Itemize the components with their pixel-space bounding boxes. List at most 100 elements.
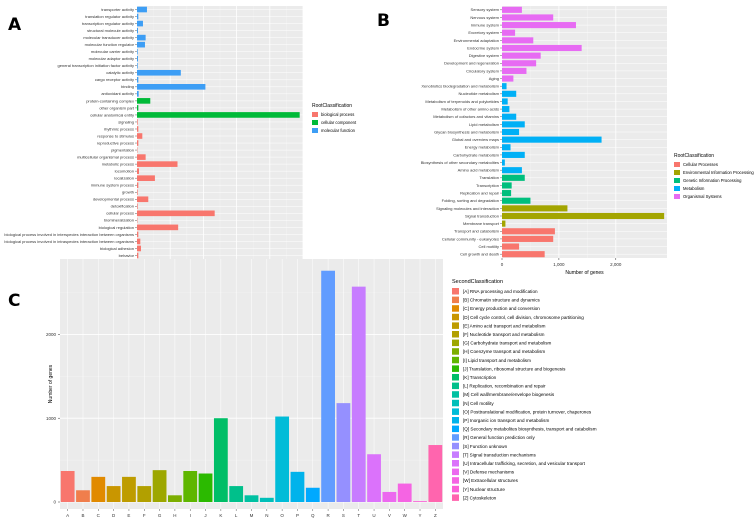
chart-b-category-label: Biosynthesis of other secondary metaboli… <box>421 160 499 165</box>
chart-a-category-label: cellular anatomical entity <box>90 112 134 117</box>
chart-c-legend-label: [G] Carbohydrate transport and metabolis… <box>463 341 552 346</box>
chart-a-category-label: pigmentation <box>111 147 134 152</box>
chart-a-category-label: metabolic process <box>102 162 134 167</box>
chart-b-bar <box>502 113 517 120</box>
chart-b-bar <box>502 60 537 67</box>
panel-label-c: C <box>8 291 20 311</box>
chart-b-bar <box>502 167 522 174</box>
chart-a-category-label: binding <box>121 84 134 89</box>
chart-a-category-label: catalytic activity <box>106 70 134 75</box>
chart-a-category-label: rhythmic process <box>104 126 134 131</box>
chart-a-bar <box>137 189 138 196</box>
chart-a-legend-label: cellular component <box>321 120 357 125</box>
chart-c-bar <box>428 445 443 502</box>
chart-c-x-tick-label: Z <box>434 513 437 518</box>
chart-a-category-label: general transcription initiation factor … <box>58 63 134 68</box>
chart-c-legend-swatch <box>452 477 459 484</box>
chart-c-legend-swatch <box>452 331 459 338</box>
chart-b-bar <box>502 251 545 258</box>
chart-c-legend-label: [W] Extracellular structures <box>463 478 519 483</box>
chart-c-legend-label: [C] Energy production and conversion <box>463 306 540 311</box>
chart-b-category-label: Aging <box>489 76 499 81</box>
chart-b-category-label: Development and regeneration <box>444 61 499 66</box>
chart-b-bar <box>502 243 520 250</box>
chart-a-category-label: molecular adaptor activity <box>89 56 134 61</box>
chart-b-legend-label: Environmental Information Processing <box>683 170 754 175</box>
chart-a-category-label: immune system process <box>91 183 134 188</box>
chart-a-category-label: molecular transducer activity <box>83 35 134 40</box>
chart-c-x-tick-label: N <box>265 513 268 518</box>
chart-c-legend-swatch <box>452 288 459 295</box>
chart-a-bar <box>137 41 145 48</box>
chart-c-bar <box>76 490 90 502</box>
chart-a-bar <box>137 175 155 181</box>
chart-a-bar <box>137 91 139 97</box>
chart-b-legend-label: Cellular Processes <box>683 162 718 167</box>
chart-b-category-label: Circulatory system <box>466 68 500 73</box>
chart-c-legend-swatch <box>452 408 459 415</box>
chart-a-bar <box>137 224 179 231</box>
chart-b-category-label: Membrane transport <box>463 221 500 226</box>
chart-b-kegg-classification: 0 1,000 2,000 Sensory system Nervous system I… <box>421 6 754 276</box>
chart-a-category-label: biological regulation <box>99 225 134 230</box>
chart-b-category-label: Translation <box>479 175 499 180</box>
chart-c-legend-label: [J] Translation, ribosomal structure and… <box>463 366 566 371</box>
chart-b-bar <box>502 83 507 90</box>
chart-b-legend-swatch <box>674 194 680 199</box>
chart-c-legend-label: [S] Function unknown <box>463 444 508 449</box>
chart-b-legend-swatch <box>674 162 680 167</box>
chart-b-bar <box>502 212 665 220</box>
chart-c-legend-swatch <box>452 313 459 321</box>
chart-a-category-label: localization <box>114 176 134 181</box>
chart-b-category-label: Signaling molecules and interaction <box>436 206 499 211</box>
chart-b-category-label: Glycan biosynthesis and metabolism <box>434 129 500 134</box>
chart-b-legend-label: Metabolism <box>683 186 705 191</box>
chart-c-legend-label: [Q] Secondary metabolites biosynthesis, … <box>463 427 597 432</box>
chart-c-legend-label: [O] Posttranslational modification, prot… <box>463 409 592 414</box>
chart-b-bar <box>502 136 602 143</box>
chart-b-bar <box>502 144 511 151</box>
chart-b-category-label: Transcription <box>476 183 499 188</box>
chart-a-legend-swatch <box>312 128 318 133</box>
chart-c-legend-swatch <box>452 399 459 407</box>
chart-c-bar <box>351 286 366 502</box>
chart-c-bar <box>305 487 320 502</box>
chart-c-kog-classification: 0 1000 2000 A B C D E F G H I J K L M N O P Q R S T U V W Y Z Number… <box>46 259 597 518</box>
chart-c-legend-swatch <box>452 374 459 381</box>
chart-c-x-tick-label: U <box>372 513 375 518</box>
chart-c-legend-label: [A] RNA processing and modification <box>463 289 538 294</box>
chart-c-legend-swatch <box>452 485 459 493</box>
chart-a-bar <box>137 13 139 20</box>
chart-b-category-label: Environmental adaptation <box>454 38 499 43</box>
chart-b-bar <box>502 29 516 36</box>
chart-a-bar <box>137 55 138 62</box>
chart-c-legend-swatch <box>452 296 459 304</box>
chart-b-bar <box>502 174 525 181</box>
chart-a-bar <box>137 6 147 13</box>
chart-b-category-label: Lipid metabolism <box>469 122 500 127</box>
chart-c-x-tick-label: R <box>326 513 330 518</box>
chart-c-x-tick-label: G <box>158 513 162 518</box>
chart-c-x-tick-label: E <box>127 513 130 518</box>
chart-c-bar <box>382 491 397 502</box>
chart-b-category-label: Xenobiotics biodegradation and metabolis… <box>421 84 499 89</box>
chart-a-bar <box>137 119 138 125</box>
chart-c-legend-label: [K] Transcription <box>463 375 497 380</box>
chart-a-bar <box>137 238 141 245</box>
chart-a-bar <box>137 182 139 189</box>
chart-c-legend-swatch <box>452 460 459 467</box>
chart-c-legend-swatch <box>452 451 459 458</box>
chart-a-category-label: other organism part <box>99 105 135 110</box>
chart-c-legend-swatch <box>452 356 459 364</box>
chart-b-legend-swatch <box>674 170 680 175</box>
chart-a-go-classification: 05,00010,00015,00020,00025,000transporte… <box>4 6 357 277</box>
chart-c-legend-swatch <box>452 442 459 450</box>
chart-a-category-label: cellular process <box>106 211 134 216</box>
chart-c-legend-label: [Y] Nuclear structure <box>463 487 505 492</box>
chart-b-category-label: Amino acid metabolism <box>458 168 500 173</box>
chart-a-category-label: detoxification <box>111 204 134 209</box>
chart-a-category-label: signaling <box>118 119 134 124</box>
chart-a-category-label: molecular carrier activity <box>91 49 134 54</box>
chart-b-category-label: Cellular community - eukaryotes <box>442 236 499 241</box>
